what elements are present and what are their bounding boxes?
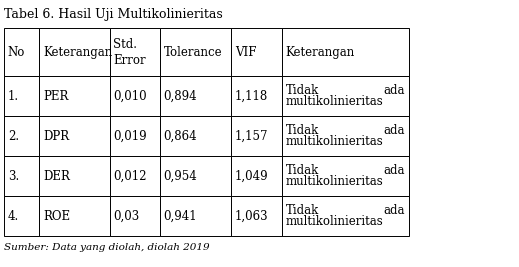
Text: ROE: ROE bbox=[43, 210, 70, 223]
Text: Keterangan: Keterangan bbox=[43, 46, 112, 58]
Bar bbox=[110, 156, 160, 196]
Bar bbox=[39, 76, 110, 116]
Bar bbox=[282, 76, 409, 116]
Text: 0,03: 0,03 bbox=[113, 210, 140, 223]
Text: Sumber: Data yang diolah, diolah 2019: Sumber: Data yang diolah, diolah 2019 bbox=[4, 243, 210, 252]
Text: multikolinieritas: multikolinieritas bbox=[285, 95, 383, 108]
Text: Tolerance: Tolerance bbox=[163, 46, 222, 58]
Text: 1,063: 1,063 bbox=[235, 210, 269, 223]
Text: 1.: 1. bbox=[8, 90, 19, 103]
Bar bbox=[231, 156, 282, 196]
Text: Tidak: Tidak bbox=[285, 124, 319, 137]
Bar bbox=[4, 156, 39, 196]
Bar bbox=[39, 196, 110, 236]
Bar bbox=[4, 116, 39, 156]
Bar bbox=[282, 156, 409, 196]
Bar bbox=[231, 28, 282, 76]
Text: 0,954: 0,954 bbox=[163, 170, 197, 183]
Bar bbox=[282, 28, 409, 76]
Bar bbox=[4, 196, 39, 236]
Text: No: No bbox=[8, 46, 25, 58]
Text: ada: ada bbox=[384, 204, 405, 217]
Text: Tabel 6. Hasil Uji Multikolinieritas: Tabel 6. Hasil Uji Multikolinieritas bbox=[4, 8, 223, 21]
Bar bbox=[39, 28, 110, 76]
Bar bbox=[231, 116, 282, 156]
Bar bbox=[110, 28, 160, 76]
Bar bbox=[4, 28, 39, 76]
Bar bbox=[160, 116, 231, 156]
Text: ada: ada bbox=[384, 164, 405, 177]
Text: 0,864: 0,864 bbox=[163, 130, 197, 143]
Text: multikolinieritas: multikolinieritas bbox=[285, 135, 383, 148]
Text: 1,118: 1,118 bbox=[235, 90, 268, 103]
Text: 0,019: 0,019 bbox=[113, 130, 147, 143]
Bar bbox=[282, 196, 409, 236]
Bar bbox=[160, 28, 231, 76]
Text: 1,049: 1,049 bbox=[235, 170, 269, 183]
Text: 3.: 3. bbox=[8, 170, 19, 183]
Text: 1,157: 1,157 bbox=[235, 130, 269, 143]
Text: DPR: DPR bbox=[43, 130, 69, 143]
Text: 0,012: 0,012 bbox=[113, 170, 147, 183]
Text: 2.: 2. bbox=[8, 130, 19, 143]
Text: Keterangan: Keterangan bbox=[285, 46, 354, 58]
Text: PER: PER bbox=[43, 90, 69, 103]
Bar bbox=[160, 76, 231, 116]
Bar bbox=[160, 156, 231, 196]
Text: Tidak: Tidak bbox=[285, 164, 319, 177]
Text: 0,941: 0,941 bbox=[163, 210, 197, 223]
Bar bbox=[110, 76, 160, 116]
Text: Tidak: Tidak bbox=[285, 204, 319, 217]
Text: Tidak: Tidak bbox=[285, 84, 319, 97]
Text: 4.: 4. bbox=[8, 210, 19, 223]
Text: multikolinieritas: multikolinieritas bbox=[285, 175, 383, 188]
Bar bbox=[110, 196, 160, 236]
Text: Std.
Error: Std. Error bbox=[113, 38, 146, 66]
Bar bbox=[160, 196, 231, 236]
Text: ada: ada bbox=[384, 124, 405, 137]
Bar bbox=[282, 116, 409, 156]
Bar bbox=[39, 116, 110, 156]
Bar bbox=[39, 156, 110, 196]
Text: VIF: VIF bbox=[235, 46, 256, 58]
Bar bbox=[110, 116, 160, 156]
Bar bbox=[4, 76, 39, 116]
Bar bbox=[231, 196, 282, 236]
Text: multikolinieritas: multikolinieritas bbox=[285, 215, 383, 228]
Bar bbox=[231, 76, 282, 116]
Text: ada: ada bbox=[384, 84, 405, 97]
Text: 0,894: 0,894 bbox=[163, 90, 197, 103]
Text: DER: DER bbox=[43, 170, 70, 183]
Text: 0,010: 0,010 bbox=[113, 90, 147, 103]
